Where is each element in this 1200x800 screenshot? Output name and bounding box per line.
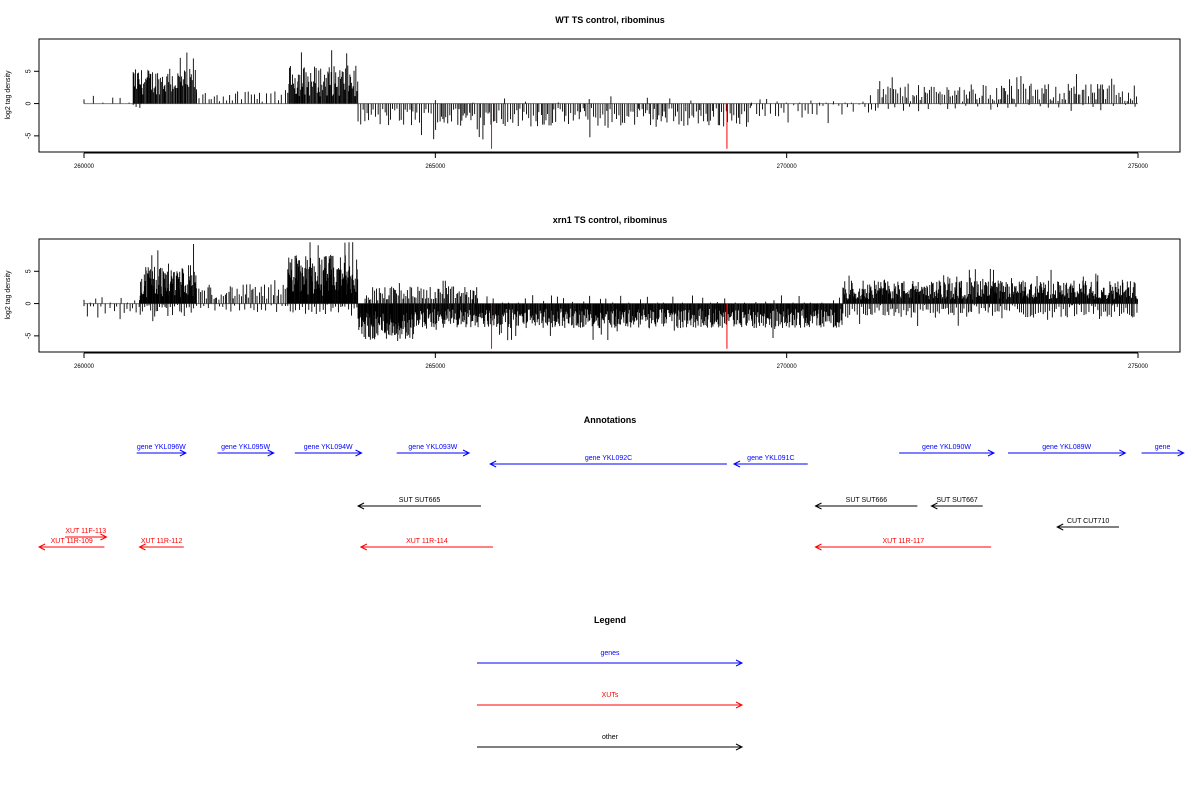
- data-bars: [83, 242, 1138, 341]
- feature-label: XUT 11R-112: [141, 538, 183, 545]
- feature-label: gene: [1155, 444, 1171, 451]
- y-tick-label: -5: [26, 133, 33, 139]
- y-tick-label: -5: [26, 333, 33, 339]
- arrow-head: [930, 502, 938, 510]
- arrow-head: [462, 449, 471, 457]
- feature-XUTs-17: XUT 11R-117: [814, 538, 992, 551]
- legend-items: genes XUTs other: [477, 650, 744, 751]
- x-tick-label: 265000: [425, 164, 446, 170]
- annotations-title: Annotations: [584, 415, 637, 425]
- feature-label: gene YKL096W: [137, 444, 186, 451]
- feature-other-10: SUT SUT666: [814, 497, 918, 510]
- feature-genes-7: gene YKL089W: [1008, 444, 1127, 457]
- feature-other-12: CUT CUT710: [1056, 518, 1120, 531]
- feature-label: gene YKL095W: [221, 444, 270, 451]
- feature-XUTs-15: XUT 11R-112: [138, 538, 184, 551]
- marker-lines: [491, 303, 728, 349]
- annotations-track: Annotations gene YKL096W gene YKL095W gene…: [37, 415, 1185, 551]
- feature-XUTs-14: XUT 11F-113: [65, 528, 108, 541]
- feature-genes-5: gene YKL091C: [732, 455, 808, 468]
- x-tick-label: 265000: [425, 364, 446, 370]
- y-tick-label: 5: [26, 69, 33, 73]
- feature-label: XUT 11F-113: [65, 528, 106, 535]
- x-axis: 260000 265000 270000 275000: [74, 352, 1149, 370]
- feature-genes-1: gene YKL095W: [217, 444, 275, 457]
- feature-label: gene YKL092C: [585, 455, 632, 462]
- arrow-head: [735, 701, 744, 709]
- feature-label: XUT 11R-114: [406, 538, 448, 545]
- feature-label: gene YKL091C: [747, 455, 794, 462]
- panel-title: xrn1 TS control, ribominus: [553, 215, 668, 225]
- legend-item-genes: genes: [477, 650, 744, 667]
- legend: Legend genes XUTs other: [477, 615, 744, 751]
- arrow-head: [732, 460, 741, 468]
- y-tick-label: 0: [26, 102, 33, 106]
- arrow-head: [267, 449, 275, 457]
- feature-label: gene YKL089W: [1042, 444, 1091, 451]
- feature-genes-2: gene YKL094W: [294, 444, 363, 457]
- feature-label: gene YKL094W: [304, 444, 353, 451]
- arrow-head: [735, 659, 744, 667]
- feature-label: XUT 11R-109: [51, 538, 93, 545]
- feature-XUTs-16: XUT 11R-114: [359, 538, 493, 551]
- panel-title: WT TS control, ribominus: [555, 15, 665, 25]
- feature-genes-6: gene YKL090W: [899, 444, 996, 457]
- feature-label: gene YKL090W: [922, 444, 971, 451]
- y-axis: -5 0 5: [26, 69, 40, 139]
- y-tick-label: 5: [26, 269, 33, 273]
- arrow-head: [355, 449, 363, 457]
- legend-label: genes: [600, 650, 620, 657]
- arrow-head: [356, 502, 365, 510]
- legend-label: XUTs: [602, 692, 619, 699]
- feature-other-9: SUT SUT665: [356, 497, 482, 510]
- x-tick-label: 270000: [777, 364, 798, 370]
- y-axis: -5 0 5: [26, 269, 40, 339]
- arrow-head: [1177, 449, 1185, 457]
- feature-label: SUT SUT665: [399, 497, 441, 504]
- legend-item-XUTs: XUTs: [477, 692, 744, 709]
- feature-XUTs-13: XUT 11R-109: [37, 538, 105, 551]
- arrow-head: [138, 543, 146, 551]
- arrow-head: [359, 543, 368, 551]
- arrow-head: [37, 543, 46, 551]
- arrow-head: [814, 502, 822, 510]
- feature-label: XUT 11R-117: [882, 538, 924, 545]
- feature-label: SUT SUT666: [846, 497, 888, 504]
- data-bars: [83, 50, 1137, 140]
- track-panel-xrn1: xrn1 TS control, ribominus log2 tag dens…: [5, 215, 1181, 370]
- x-tick-label: 270000: [777, 164, 798, 170]
- feature-genes-3: gene YKL093W: [396, 444, 471, 457]
- x-tick-label: 260000: [74, 164, 95, 170]
- arrow-head: [987, 449, 996, 457]
- legend-label: other: [602, 734, 619, 741]
- feature-arrows: gene YKL096W gene YKL095W gene YKL094W gene…: [37, 444, 1185, 551]
- marker-lines: [491, 103, 728, 149]
- plot-frame: [38, 38, 1181, 153]
- feature-label: SUT SUT667: [936, 497, 978, 504]
- y-axis-label: log2 tag density: [5, 270, 12, 320]
- feature-label: gene YKL093W: [408, 444, 457, 451]
- y-axis-label: log2 tag density: [5, 70, 12, 120]
- arrow-head: [735, 743, 744, 751]
- feature-label: CUT CUT710: [1067, 518, 1109, 525]
- x-tick-label: 275000: [1128, 164, 1149, 170]
- x-tick-label: 260000: [74, 364, 95, 370]
- arrow-head: [179, 449, 188, 457]
- x-tick-label: 275000: [1128, 364, 1149, 370]
- arrow-head: [1119, 449, 1127, 457]
- track-panel-wt: WT TS control, ribominus log2 tag densit…: [5, 15, 1181, 170]
- y-tick-label: 0: [26, 302, 33, 306]
- feature-genes-0: gene YKL096W: [136, 444, 188, 457]
- arrow-head: [100, 533, 108, 541]
- legend-item-other: other: [477, 734, 744, 751]
- arrow-head: [489, 460, 497, 468]
- legend-title: Legend: [594, 615, 626, 625]
- arrow-head: [814, 543, 822, 551]
- feature-other-11: SUT SUT667: [930, 497, 983, 510]
- x-axis: 260000 265000 270000 275000: [74, 152, 1149, 170]
- feature-genes-4: gene YKL092C: [489, 455, 727, 468]
- arrow-head: [1056, 523, 1064, 531]
- feature-genes-8: gene: [1141, 444, 1185, 457]
